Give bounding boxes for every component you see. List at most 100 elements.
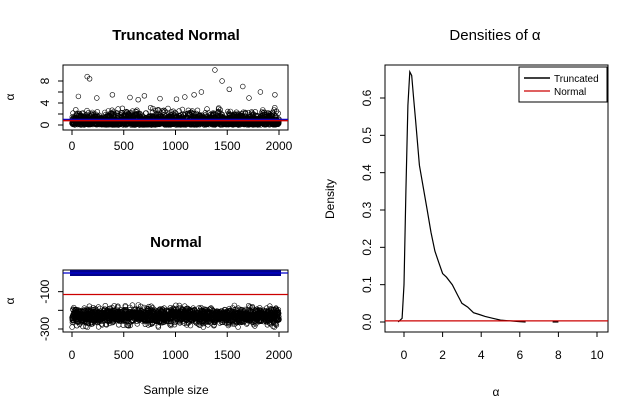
panel3-y-label: Density	[323, 179, 337, 219]
scatter-point	[95, 304, 102, 310]
density-line-truncated	[397, 69, 526, 323]
y-tick-label: -100	[38, 279, 52, 303]
scatter-point	[95, 324, 102, 330]
panel1-y-axis: 0 4 8	[38, 77, 63, 128]
scatter-point	[84, 324, 91, 330]
panel1-title: Truncated Normal	[112, 27, 240, 44]
panel2-y-label: α	[3, 297, 17, 304]
x-tick-label: 1000	[162, 139, 189, 153]
y-tick-label: -300	[38, 317, 52, 341]
scatter-point-outlier	[198, 89, 205, 95]
panel1-x-axis: 0 500 1000 1500 2000	[69, 130, 293, 153]
x-tick-label: 1000	[162, 348, 189, 362]
panel2-x-axis: 0 500 1000 1500 2000	[69, 332, 293, 362]
scatter-point	[98, 321, 105, 327]
scatter-point-outlier	[212, 67, 218, 73]
scatter-point	[217, 107, 224, 113]
y-tick-label: 4	[38, 99, 52, 106]
scatter-point	[115, 303, 121, 309]
y-tick-label: 0	[38, 121, 52, 128]
scatter-point	[99, 322, 105, 328]
scatter-point	[150, 105, 156, 112]
scatter-point	[119, 105, 126, 112]
scatter-point	[147, 104, 154, 111]
panel2-points	[69, 302, 282, 330]
scatter-point	[160, 109, 167, 115]
panel3-x-label: α	[493, 385, 500, 399]
panel3-density-lines	[385, 69, 608, 323]
scatter-point	[109, 107, 115, 113]
scatter-point	[165, 105, 171, 112]
y-tick-label: 0.1	[360, 276, 374, 293]
y-tick-label: 0.6	[360, 89, 374, 106]
scatter-point-outlier	[86, 76, 93, 82]
scatter-point-outlier	[246, 95, 252, 101]
scatter-point-outlier	[240, 83, 246, 90]
scatter-point-outlier	[135, 96, 141, 103]
x-tick-label: 500	[114, 348, 134, 362]
x-tick-label: 10	[590, 348, 604, 362]
scatter-point-outlier	[182, 94, 188, 100]
scatter-point	[189, 108, 196, 114]
scatter-point	[272, 104, 278, 111]
panel-truncated-normal: Truncated Normal 0 500 1000 1500 2000 0 4 8 α	[3, 27, 293, 153]
scatter-point-outlier	[75, 93, 82, 100]
scatter-point-outlier	[127, 94, 133, 101]
scatter-point	[143, 110, 149, 116]
scatter-point	[194, 107, 201, 114]
x-tick-label: 4	[478, 348, 485, 362]
scatter-point-outlier	[141, 93, 148, 99]
panel-normal: Normal 0 500 1000 1500 2000 -300 -100 α Sampl…	[3, 234, 293, 397]
panel1-points	[69, 67, 282, 128]
panel3-legend: Truncated Normal	[518, 66, 608, 103]
y-tick-label: 0.2	[360, 239, 374, 256]
panel3-x-axis: 0 2 4 6 8 10	[401, 332, 604, 362]
scatter-point-outlier	[219, 78, 225, 84]
x-tick-label: 8	[555, 348, 562, 362]
scatter-point-outlier	[173, 96, 180, 102]
panel1-y-label: α	[3, 93, 17, 100]
scatter-point-outlier	[94, 95, 100, 101]
y-tick-label: 0.0	[360, 313, 374, 330]
scatter-point	[103, 322, 110, 328]
x-tick-label: 0	[69, 348, 76, 362]
panel3-plot-frame	[384, 64, 609, 333]
scatter-point	[202, 109, 209, 116]
x-tick-label: 1500	[214, 348, 241, 362]
legend-label-normal: Normal	[554, 87, 586, 98]
x-tick-label: 2000	[266, 139, 293, 153]
scatter-point-outlier	[272, 92, 278, 98]
scatter-point-outlier	[109, 92, 116, 98]
scatter-point	[152, 107, 159, 114]
x-tick-label: 0	[401, 348, 408, 362]
x-tick-label: 6	[516, 348, 523, 362]
scatter-point	[86, 303, 93, 309]
scatter-point-outlier	[257, 89, 264, 95]
y-tick-label: 0.4	[360, 164, 374, 181]
y-tick-label: 8	[38, 77, 52, 84]
x-tick-label: 500	[114, 139, 134, 153]
panel2-y-axis: -300 -100	[38, 279, 63, 341]
scatter-point	[155, 106, 162, 113]
panel3-y-axis: 0.0 0.1 0.2 0.3 0.4 0.5 0.6	[360, 89, 385, 330]
scatter-point	[275, 110, 281, 117]
x-tick-label: 2	[439, 348, 446, 362]
scatter-point	[204, 106, 210, 112]
scatter-point-outlier	[226, 86, 233, 93]
scatter-point	[249, 110, 255, 116]
panel2-title: Normal	[150, 234, 202, 251]
scatter-point-outlier	[191, 92, 197, 98]
scatter-point-outlier	[157, 95, 163, 102]
panel2-x-label: Sample size	[143, 383, 209, 397]
scatter-point	[69, 324, 75, 330]
scatter-point	[235, 324, 241, 330]
panel-densities: Densities of α 0 2 4 6 8 10 0.00.10.20.30.40.…	[323, 27, 609, 399]
y-tick-label: 0.5	[360, 127, 374, 144]
x-tick-label: 0	[69, 139, 76, 153]
x-tick-label: 1500	[214, 139, 241, 153]
legend-label-truncated: Truncated	[554, 74, 599, 85]
scatter-point	[115, 106, 121, 112]
y-tick-label: 0.3	[360, 201, 374, 218]
x-tick-label: 2000	[266, 348, 293, 362]
